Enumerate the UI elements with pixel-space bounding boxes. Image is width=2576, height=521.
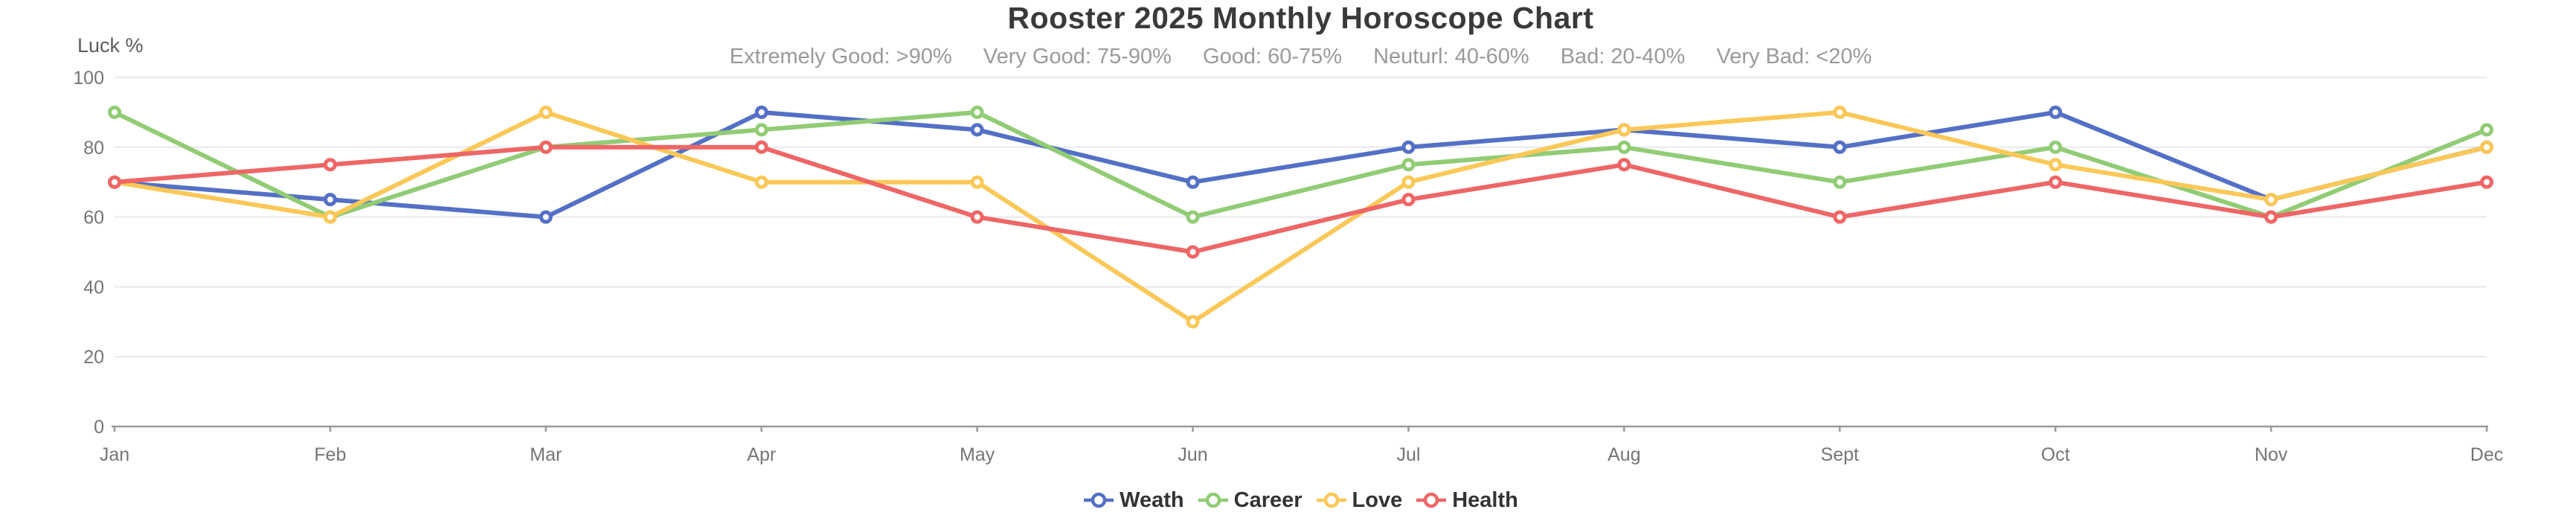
data-point-love-May[interactable] — [970, 175, 984, 189]
x-axis-label-Oct: Oct — [2041, 444, 2070, 465]
series-line-love — [112, 109, 2489, 325]
data-point-weath-Jul[interactable] — [1401, 140, 1416, 154]
data-point-health-Jun[interactable] — [1186, 245, 1200, 259]
series-line-career — [112, 109, 2489, 220]
data-point-health-Nov[interactable] — [2264, 210, 2278, 224]
subtitle-segment-very-good: Very Good: 75-90% — [983, 45, 1172, 68]
data-point-health-May[interactable] — [970, 210, 984, 224]
data-point-health-Feb[interactable] — [323, 158, 337, 172]
series-line-weath — [112, 109, 2489, 220]
x-axis-label-Jul: Jul — [1396, 444, 1420, 465]
data-point-career-Aug[interactable] — [1617, 140, 1631, 154]
data-point-career-Sept[interactable] — [1833, 175, 1847, 189]
legend-line-circle-icon — [1416, 492, 1447, 508]
legend-label-health: Health — [1452, 488, 1518, 512]
data-point-weath-Sept[interactable] — [1833, 140, 1847, 154]
y-axis-label-60: 60 — [83, 208, 104, 228]
data-point-health-Aug[interactable] — [1617, 158, 1631, 172]
data-point-health-Oct[interactable] — [2049, 175, 2063, 189]
data-point-love-Feb[interactable] — [323, 210, 337, 224]
data-point-career-Jan[interactable] — [108, 105, 121, 119]
data-point-weath-Jun[interactable] — [1186, 175, 1200, 189]
series-line-health — [112, 144, 2489, 255]
data-point-career-May[interactable] — [970, 105, 984, 119]
data-point-health-Dec[interactable] — [2480, 175, 2493, 189]
x-axis-label-Aug: Aug — [1607, 444, 1640, 465]
x-axis-label-Jan: Jan — [100, 444, 129, 465]
data-point-love-Jun[interactable] — [1186, 315, 1200, 329]
data-point-health-Jan[interactable] — [108, 175, 121, 189]
legend-line-circle-icon — [1316, 492, 1346, 508]
data-point-health-Mar[interactable] — [539, 140, 553, 154]
subtitle-segment-very-bad: Very Bad: <20% — [1716, 45, 1872, 68]
data-point-love-Sept[interactable] — [1833, 105, 1847, 119]
data-point-weath-May[interactable] — [970, 123, 984, 137]
x-axis-label-May: May — [960, 444, 995, 465]
legend-line-circle-icon — [1198, 492, 1228, 508]
x-axis-label-Dec: Dec — [2470, 444, 2503, 465]
data-point-career-Jul[interactable] — [1401, 158, 1416, 172]
y-axis-title: Luck % — [77, 34, 144, 57]
x-axis-label-Jun: Jun — [1178, 444, 1207, 465]
x-axis-label-Sept: Sept — [1821, 444, 1859, 465]
data-point-weath-Apr[interactable] — [754, 105, 768, 119]
y-axis-label-100: 100 — [73, 68, 104, 89]
subtitle-segment-neutral: Neuturl: 40-60% — [1373, 45, 1529, 68]
data-point-health-Apr[interactable] — [754, 140, 768, 154]
data-point-career-Dec[interactable] — [2480, 123, 2493, 137]
data-point-career-Apr[interactable] — [754, 123, 768, 137]
data-point-weath-Oct[interactable] — [2049, 105, 2063, 119]
data-point-love-Apr[interactable] — [754, 175, 768, 189]
data-point-career-Oct[interactable] — [2049, 140, 2063, 154]
data-point-love-Oct[interactable] — [2049, 158, 2063, 172]
chart-subtitle: Extremely Good: >90% Very Good: 75-90% G… — [115, 43, 2487, 70]
data-point-weath-Mar[interactable] — [539, 210, 553, 224]
y-axis-label-0: 0 — [94, 417, 104, 438]
data-point-health-Jul[interactable] — [1401, 193, 1416, 207]
legend: Weath Career Love Health — [115, 484, 2487, 517]
data-point-health-Sept[interactable] — [1833, 210, 1847, 224]
data-point-love-Nov[interactable] — [2264, 193, 2278, 207]
data-point-love-Aug[interactable] — [1617, 123, 1631, 137]
data-point-career-Jun[interactable] — [1186, 210, 1200, 224]
legend-label-career: Career — [1233, 488, 1303, 512]
data-point-love-Mar[interactable] — [539, 105, 553, 119]
x-axis-label-Apr: Apr — [747, 444, 776, 465]
y-axis-label-20: 20 — [83, 347, 104, 368]
data-point-weath-Feb[interactable] — [323, 193, 337, 207]
legend-label-weath: Weath — [1120, 488, 1184, 512]
subtitle-segment-bad: Bad: 20-40% — [1560, 45, 1686, 68]
legend-item-love[interactable]: Love — [1316, 488, 1403, 513]
y-axis-label-40: 40 — [83, 277, 104, 298]
x-axis-label-Mar: Mar — [530, 444, 562, 465]
y-axis-label-80: 80 — [83, 138, 104, 159]
subtitle-segment-good: Good: 60-75% — [1203, 45, 1343, 68]
data-point-love-Jul[interactable] — [1401, 175, 1416, 189]
chart-title: Rooster 2025 Monthly Horoscope Chart — [1007, 1, 1594, 35]
legend-label-love: Love — [1352, 488, 1403, 512]
legend-item-weath[interactable]: Weath — [1083, 488, 1184, 513]
x-axis-label-Feb: Feb — [314, 444, 346, 465]
subtitle-segment-extremely-good: Extremely Good: >90% — [729, 45, 952, 68]
data-point-love-Dec[interactable] — [2480, 140, 2493, 154]
legend-line-circle-icon — [1084, 492, 1114, 508]
x-axis-label-Nov: Nov — [2255, 444, 2288, 465]
legend-item-health[interactable]: Health — [1416, 488, 1518, 513]
legend-item-career[interactable]: Career — [1198, 488, 1303, 513]
